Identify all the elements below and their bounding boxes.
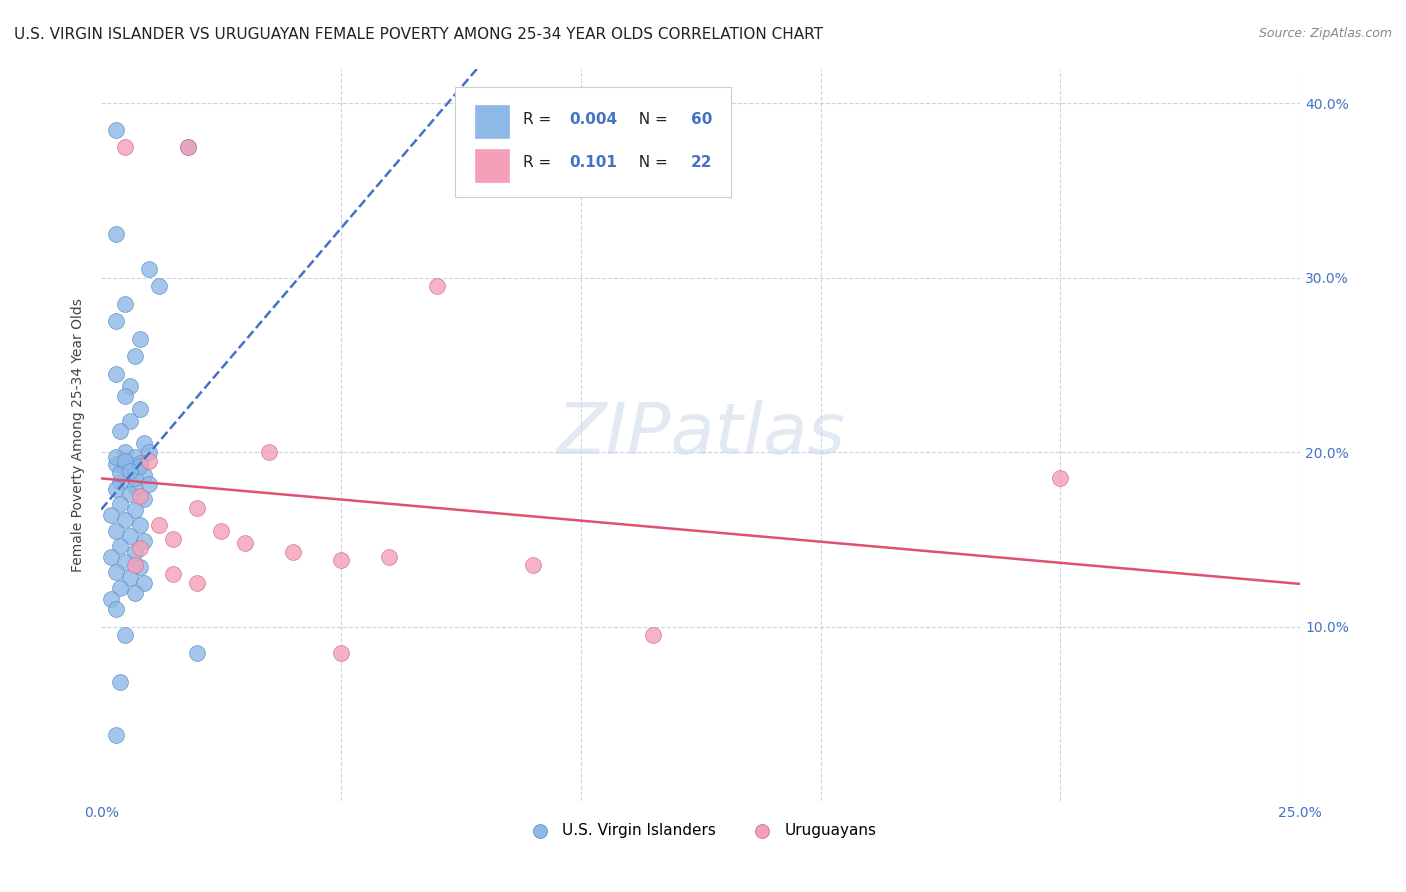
Point — [118, 462, 141, 476]
Point — [1049, 471, 1071, 485]
Point — [209, 524, 232, 538]
Point — [118, 414, 141, 428]
Point — [257, 445, 280, 459]
Text: 0.004: 0.004 — [569, 112, 617, 128]
Point — [104, 566, 127, 580]
Point — [176, 140, 198, 154]
Point — [110, 475, 132, 489]
Point — [162, 533, 184, 547]
Point — [148, 279, 170, 293]
Point — [134, 436, 156, 450]
Point — [104, 458, 127, 472]
Point — [114, 460, 136, 475]
Point — [104, 227, 127, 242]
Point — [134, 534, 156, 549]
Text: 60: 60 — [692, 112, 713, 128]
Point — [148, 518, 170, 533]
Point — [128, 332, 150, 346]
Point — [330, 553, 353, 567]
Point — [186, 646, 208, 660]
Bar — [475, 149, 509, 182]
Point — [104, 524, 127, 538]
Point — [124, 586, 146, 600]
Point — [118, 487, 141, 501]
Text: R =: R = — [523, 112, 557, 128]
Point — [124, 349, 146, 363]
Point — [162, 567, 184, 582]
Text: 0.101: 0.101 — [569, 155, 617, 169]
Point — [114, 389, 136, 403]
Point — [186, 575, 208, 590]
Point — [104, 602, 127, 616]
Point — [138, 262, 160, 277]
Text: N =: N = — [628, 155, 672, 169]
Point — [100, 591, 122, 606]
Point — [641, 628, 664, 642]
Point — [124, 502, 146, 516]
Point — [114, 628, 136, 642]
Bar — [475, 105, 509, 138]
Point — [124, 558, 146, 573]
Point — [110, 498, 132, 512]
Point — [118, 529, 141, 543]
Point — [233, 536, 256, 550]
Point — [128, 489, 150, 503]
Point — [104, 728, 127, 742]
Point — [138, 476, 160, 491]
Text: N =: N = — [628, 112, 672, 128]
Point — [100, 508, 122, 522]
Point — [114, 454, 136, 468]
Point — [114, 555, 136, 569]
Point — [186, 500, 208, 515]
Legend: U.S. Virgin Islanders, Uruguayans: U.S. Virgin Islanders, Uruguayans — [519, 817, 883, 845]
Point — [128, 560, 150, 574]
Point — [134, 575, 156, 590]
Point — [138, 445, 160, 459]
Point — [118, 464, 141, 478]
Point — [176, 140, 198, 154]
Point — [128, 401, 150, 416]
Point — [124, 471, 146, 485]
Point — [128, 518, 150, 533]
Point — [134, 467, 156, 482]
Point — [378, 549, 401, 564]
Point — [104, 367, 127, 381]
Point — [522, 558, 544, 573]
Point — [281, 544, 304, 558]
Text: R =: R = — [523, 155, 561, 169]
Text: ZIPatlas: ZIPatlas — [557, 401, 845, 469]
Point — [128, 459, 150, 474]
Point — [426, 279, 449, 293]
Point — [104, 122, 127, 136]
Point — [118, 379, 141, 393]
Point — [124, 450, 146, 465]
Point — [110, 539, 132, 553]
Text: Source: ZipAtlas.com: Source: ZipAtlas.com — [1258, 27, 1392, 40]
Point — [114, 140, 136, 154]
Point — [110, 424, 132, 438]
Point — [118, 571, 141, 585]
Text: U.S. VIRGIN ISLANDER VS URUGUAYAN FEMALE POVERTY AMONG 25-34 YEAR OLDS CORRELATI: U.S. VIRGIN ISLANDER VS URUGUAYAN FEMALE… — [14, 27, 823, 42]
Point — [114, 513, 136, 527]
Point — [104, 314, 127, 328]
Point — [104, 482, 127, 496]
Point — [124, 480, 146, 494]
Point — [138, 454, 160, 468]
Point — [330, 646, 353, 660]
FancyBboxPatch shape — [456, 87, 731, 196]
Point — [110, 675, 132, 690]
Point — [114, 297, 136, 311]
Point — [100, 549, 122, 564]
Text: 22: 22 — [692, 155, 713, 169]
Point — [128, 456, 150, 470]
Point — [110, 466, 132, 480]
Point — [124, 544, 146, 558]
Point — [114, 445, 136, 459]
Point — [104, 450, 127, 465]
Y-axis label: Female Poverty Among 25-34 Year Olds: Female Poverty Among 25-34 Year Olds — [72, 298, 86, 572]
Point — [110, 581, 132, 595]
Point — [134, 492, 156, 507]
Point — [128, 541, 150, 555]
